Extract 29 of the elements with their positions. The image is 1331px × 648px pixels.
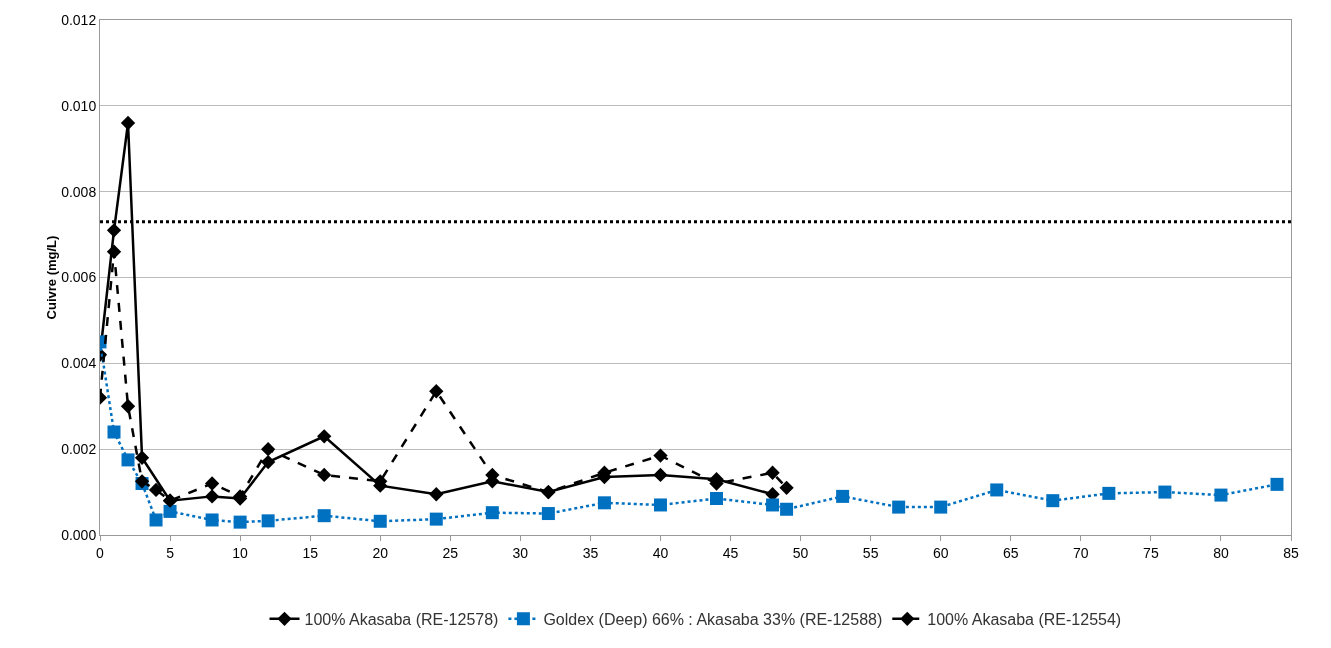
x-tick-label: 60	[932, 544, 949, 561]
x-tick-label: 80	[1213, 544, 1229, 561]
y-tick-label: 0.008	[61, 183, 97, 200]
x-tick-label: 55	[862, 544, 879, 561]
legend-label: 100% Akasaba (RE-12554)	[927, 611, 1122, 629]
y-axis-title: Cuivre (mg/L)	[44, 235, 60, 320]
x-tick-label: 45	[722, 544, 739, 561]
y-tick-label: 0.012	[61, 11, 97, 28]
x-tick-label: 70	[1073, 544, 1089, 561]
y-tick-label: 0.010	[61, 97, 97, 114]
x-tick-label: 20	[372, 544, 389, 561]
x-tick-label: 15	[302, 544, 319, 561]
y-tick-label: 0.006	[61, 269, 97, 286]
x-tick-label: 25	[442, 544, 459, 561]
legend-label: 100% Akasaba (RE-12578)	[304, 611, 499, 629]
x-tick-label: 10	[232, 544, 249, 561]
legend-label: Goldex (Deep) 66% : Akasaba 33% (RE-12588)	[543, 611, 883, 629]
x-tick-label: 65	[1002, 544, 1019, 561]
x-tick-label: 75	[1143, 544, 1159, 561]
y-tick-label: 0.004	[61, 355, 97, 372]
x-tick-label: 35	[582, 544, 599, 561]
x-tick-label: 30	[512, 544, 529, 561]
x-tick-label: 40	[652, 544, 669, 561]
x-tick-label: 85	[1283, 544, 1299, 561]
x-tick-label: 5	[166, 544, 175, 561]
x-tick-label: 0	[96, 544, 105, 561]
y-tick-label: 0.000	[61, 526, 97, 543]
y-tick-label: 0.002	[61, 441, 97, 458]
x-tick-label: 50	[792, 544, 809, 561]
